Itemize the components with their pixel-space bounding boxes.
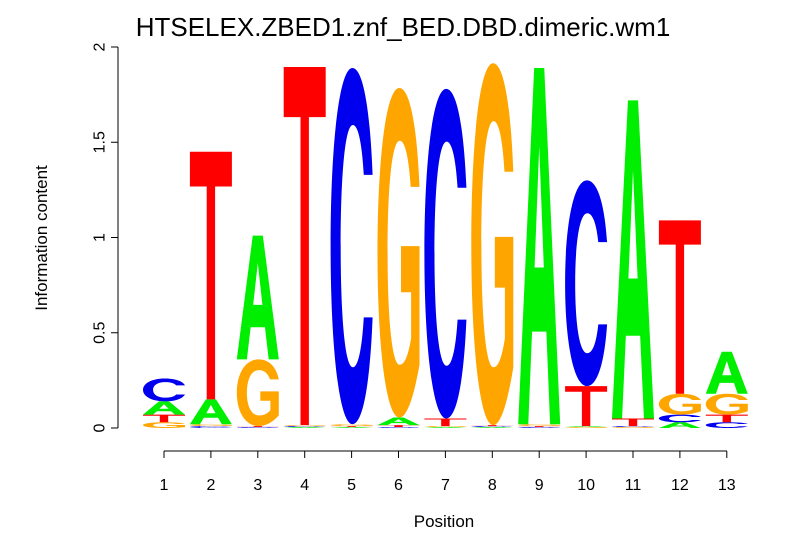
stack-position-12	[658, 220, 701, 428]
letter-A	[658, 422, 701, 428]
letter-A	[143, 401, 185, 415]
chart-title: HTSELEX.ZBED1.znf_BED.DBD.dimeric.wm1	[136, 12, 671, 42]
letter-G	[565, 427, 608, 428]
stack-position-7	[424, 88, 467, 428]
letter-G	[283, 425, 326, 427]
stack-position-11	[612, 100, 654, 428]
letter-C	[377, 427, 420, 428]
letter-G	[330, 424, 373, 427]
letter-C	[565, 180, 608, 387]
y-tick-label: 1.5	[92, 131, 109, 153]
stack-position-2	[189, 151, 232, 428]
letter-A	[330, 427, 373, 428]
letter-T	[189, 151, 232, 400]
letter-A	[283, 427, 326, 428]
x-axis: 1 2 3 4 5 6 7 8 9 10 11 12 13	[160, 450, 736, 494]
letter-C	[705, 422, 748, 428]
letter-T	[283, 67, 326, 426]
letter-C	[330, 67, 373, 425]
x-tick-label: 3	[253, 477, 262, 494]
letter-A	[705, 351, 748, 394]
letter-G	[143, 422, 185, 428]
letter-G	[424, 426, 467, 428]
y-axis: 0 0.5 1 1.5 2	[92, 42, 119, 432]
letter-C	[189, 426, 232, 428]
stack-position-3	[236, 235, 279, 428]
stack-position-6	[377, 87, 420, 428]
x-tick-label: 11	[625, 477, 642, 494]
letter-T	[143, 414, 185, 423]
letter-G	[236, 359, 279, 427]
letter-T	[565, 386, 608, 427]
stack-position-8	[471, 63, 514, 428]
letter-C	[612, 426, 654, 428]
stack-position-5	[330, 67, 373, 428]
letter-C	[471, 426, 514, 428]
x-tick-label: 12	[671, 477, 689, 494]
letter-T	[471, 425, 514, 427]
letter-A	[471, 427, 514, 428]
letter-C	[283, 426, 326, 428]
letter-T	[236, 426, 279, 428]
letter-G	[612, 427, 654, 428]
x-tick-label: 2	[206, 477, 215, 494]
x-tick-label: 8	[488, 477, 497, 494]
letter-T	[658, 220, 701, 394]
letter-A	[612, 100, 654, 419]
stack-position-13	[705, 351, 748, 428]
letter-G	[705, 393, 748, 415]
letter-G	[471, 63, 514, 426]
x-tick-label: 10	[577, 477, 595, 494]
letter-T	[330, 426, 373, 428]
letter-A	[377, 417, 420, 426]
letter-T	[705, 414, 748, 423]
y-axis-label: Information content	[32, 165, 51, 311]
letter-T	[424, 418, 467, 427]
letter-T	[377, 425, 420, 428]
x-tick-label: 5	[347, 477, 356, 494]
letter-G	[189, 424, 232, 427]
x-tick-label: 13	[718, 477, 736, 494]
letter-A	[189, 399, 232, 425]
stack-position-9	[518, 67, 561, 428]
letter-C	[424, 88, 467, 419]
x-tick-label: 6	[394, 477, 403, 494]
y-tick-label: 0.5	[92, 322, 109, 344]
letter-G	[518, 424, 561, 427]
stack-position-10	[565, 180, 608, 428]
x-axis-label: Position	[414, 512, 474, 531]
letter-A	[565, 426, 608, 428]
x-tick-label: 4	[300, 477, 309, 494]
letter-C	[143, 378, 185, 402]
letter-A	[424, 427, 467, 428]
letter-C	[518, 427, 561, 428]
x-tick-label: 9	[535, 477, 544, 494]
y-tick-label: 0	[92, 423, 109, 432]
letter-A	[518, 67, 561, 425]
letter-C	[658, 414, 701, 423]
letter-T	[612, 418, 654, 427]
x-tick-label: 1	[160, 477, 169, 494]
letter-C	[236, 427, 279, 428]
y-tick-label: 2	[92, 42, 109, 51]
letter-T	[518, 426, 561, 428]
letter-A	[236, 235, 279, 360]
stack-position-4	[283, 67, 326, 428]
letter-G	[377, 87, 420, 418]
stack-position-1	[143, 378, 185, 428]
letter-G	[658, 393, 701, 415]
letter-stacks	[143, 63, 748, 428]
y-tick-label: 1	[92, 233, 109, 242]
x-tick-label: 7	[441, 477, 450, 494]
